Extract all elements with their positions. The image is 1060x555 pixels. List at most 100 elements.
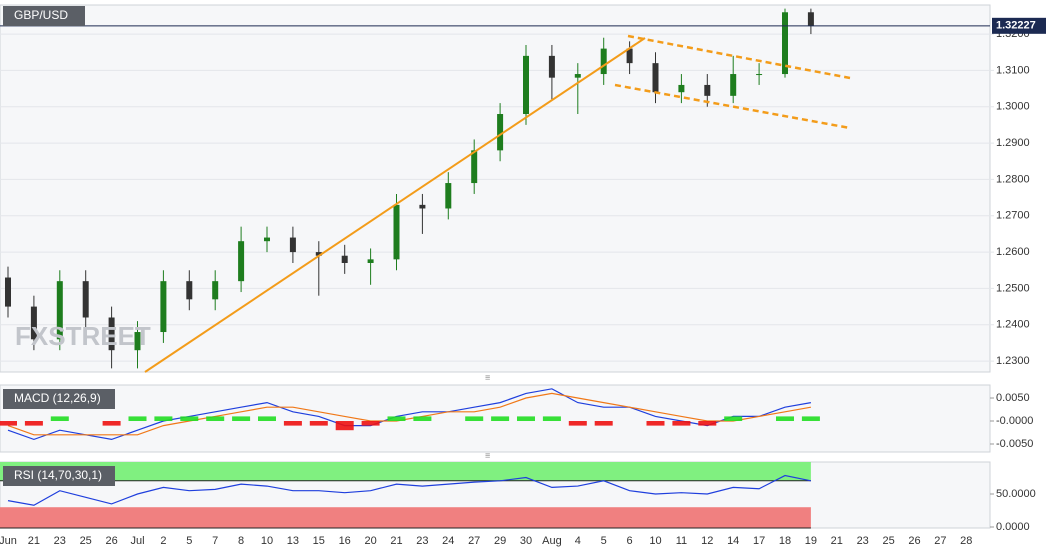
histogram-bar (491, 416, 510, 422)
histogram-bar (50, 416, 69, 422)
x-tick-label: Aug (542, 535, 562, 547)
x-tick-label: 5 (186, 535, 192, 547)
candle-body (315, 252, 322, 256)
channel-line (627, 34, 851, 80)
histogram-bar (413, 416, 432, 422)
candle-body (471, 150, 478, 184)
histogram-bar (724, 416, 743, 422)
histogram-bar (568, 421, 587, 426)
x-tick-label: 20 (364, 535, 376, 547)
x-tick-label: 27 (468, 535, 480, 547)
plot-layer: Jun 21 23 25 26 Jul 2 5 7 8 10 13 15 16 20 21 23 24 27 29 30… (0, 8, 1046, 547)
candle-body (600, 48, 607, 75)
rsi-band (0, 462, 811, 481)
histogram-bar (154, 416, 173, 422)
candle-body (212, 281, 219, 300)
histogram-bar (232, 416, 251, 422)
histogram-bar (0, 421, 17, 426)
histogram-bar (646, 421, 665, 426)
candle-body (108, 317, 115, 351)
histogram-bar (180, 416, 199, 422)
histogram-bar (361, 421, 380, 426)
last-price-label: 1.32227 (996, 20, 1036, 32)
histogram-bar (24, 421, 43, 426)
histogram-bar (258, 416, 276, 422)
histogram-bar (335, 421, 354, 431)
macd-line (7, 388, 812, 441)
candle-body (678, 84, 685, 93)
x-tick-label: 26 (105, 535, 117, 547)
x-tick-label: 23 (54, 535, 66, 547)
x-tick-label: 25 (80, 535, 92, 547)
candle-body (238, 241, 245, 282)
candle-body (730, 74, 737, 96)
candle-body (5, 277, 11, 307)
histogram-bar (128, 416, 147, 422)
x-tick-label: 6 (627, 535, 633, 547)
candle-body (419, 204, 426, 209)
histogram-bar (309, 421, 328, 426)
x-tick-label: Jun (0, 535, 17, 547)
histogram-bar (594, 421, 613, 426)
x-tick-label: 5 (601, 535, 607, 547)
x-tick-label: 10 (649, 535, 661, 547)
candle-body (574, 74, 581, 78)
x-tick-label: 14 (727, 535, 739, 547)
histogram-bar (517, 416, 535, 422)
y-tick-label: 1.2600 (996, 246, 1030, 258)
rsi-title: RSI (14,70,30,1) (14, 468, 102, 482)
x-tick-label: 15 (313, 535, 325, 547)
x-tick-label: 4 (575, 535, 581, 547)
candle-body (807, 12, 814, 26)
candle-body (134, 332, 141, 351)
x-tick-label: 21 (390, 535, 402, 547)
x-tick-label: 26 (908, 535, 920, 547)
x-tick-label: 2 (160, 535, 166, 547)
candle-body (186, 281, 193, 300)
x-tick-label: 21 (831, 535, 843, 547)
last-price-box (992, 17, 1046, 34)
histogram-bar (387, 416, 406, 422)
histogram-bar (102, 421, 121, 426)
candle-body (264, 237, 270, 242)
macd-box (3, 389, 115, 409)
histogram-bar (776, 416, 794, 422)
y-tick-label: 1.2700 (996, 210, 1030, 222)
x-tick-label: 24 (442, 535, 454, 547)
x-tick-label: 7 (212, 535, 218, 547)
x-tick-label: 17 (753, 535, 765, 547)
macd-line (7, 392, 812, 436)
x-tick-label: 23 (416, 535, 428, 547)
candle-body (393, 204, 400, 260)
x-tick-label: 8 (238, 535, 244, 547)
y-tick-label: 1.3000 (996, 101, 1030, 113)
price-panel (0, 4, 991, 373)
trend-line (144, 37, 646, 373)
y-tick-label: 0.0000 (996, 521, 1030, 533)
x-tick-label: Jul (130, 535, 144, 547)
candle-body (497, 114, 504, 151)
candle-body (626, 48, 633, 64)
x-tick-label: 23 (857, 535, 869, 547)
histogram-bar (206, 416, 225, 422)
y-tick-label: 1.2500 (996, 282, 1030, 294)
title-box (3, 6, 85, 26)
x-tick-label: 21 (28, 535, 40, 547)
x-tick-label: 19 (805, 535, 817, 547)
macd-title: MACD (12,26,9) (14, 391, 101, 405)
y-tick-label: 0.0050 (996, 392, 1030, 404)
x-tick-label: 29 (494, 535, 506, 547)
candle-body (652, 63, 659, 93)
resize-handle[interactable]: ≡ (485, 450, 490, 460)
candle-body (30, 306, 37, 340)
y-tick-label: 1.3100 (996, 64, 1030, 76)
y-tick-label: 1.2400 (996, 319, 1030, 331)
y-tick-label: 50.0000 (996, 488, 1036, 500)
x-tick-label: 28 (960, 535, 972, 547)
resize-handle[interactable]: ≡ (485, 372, 490, 382)
candle-body (548, 55, 555, 78)
histogram-bar (801, 416, 820, 422)
y-tick-label: 1.2800 (996, 173, 1030, 185)
x-tick-label: 16 (339, 535, 351, 547)
